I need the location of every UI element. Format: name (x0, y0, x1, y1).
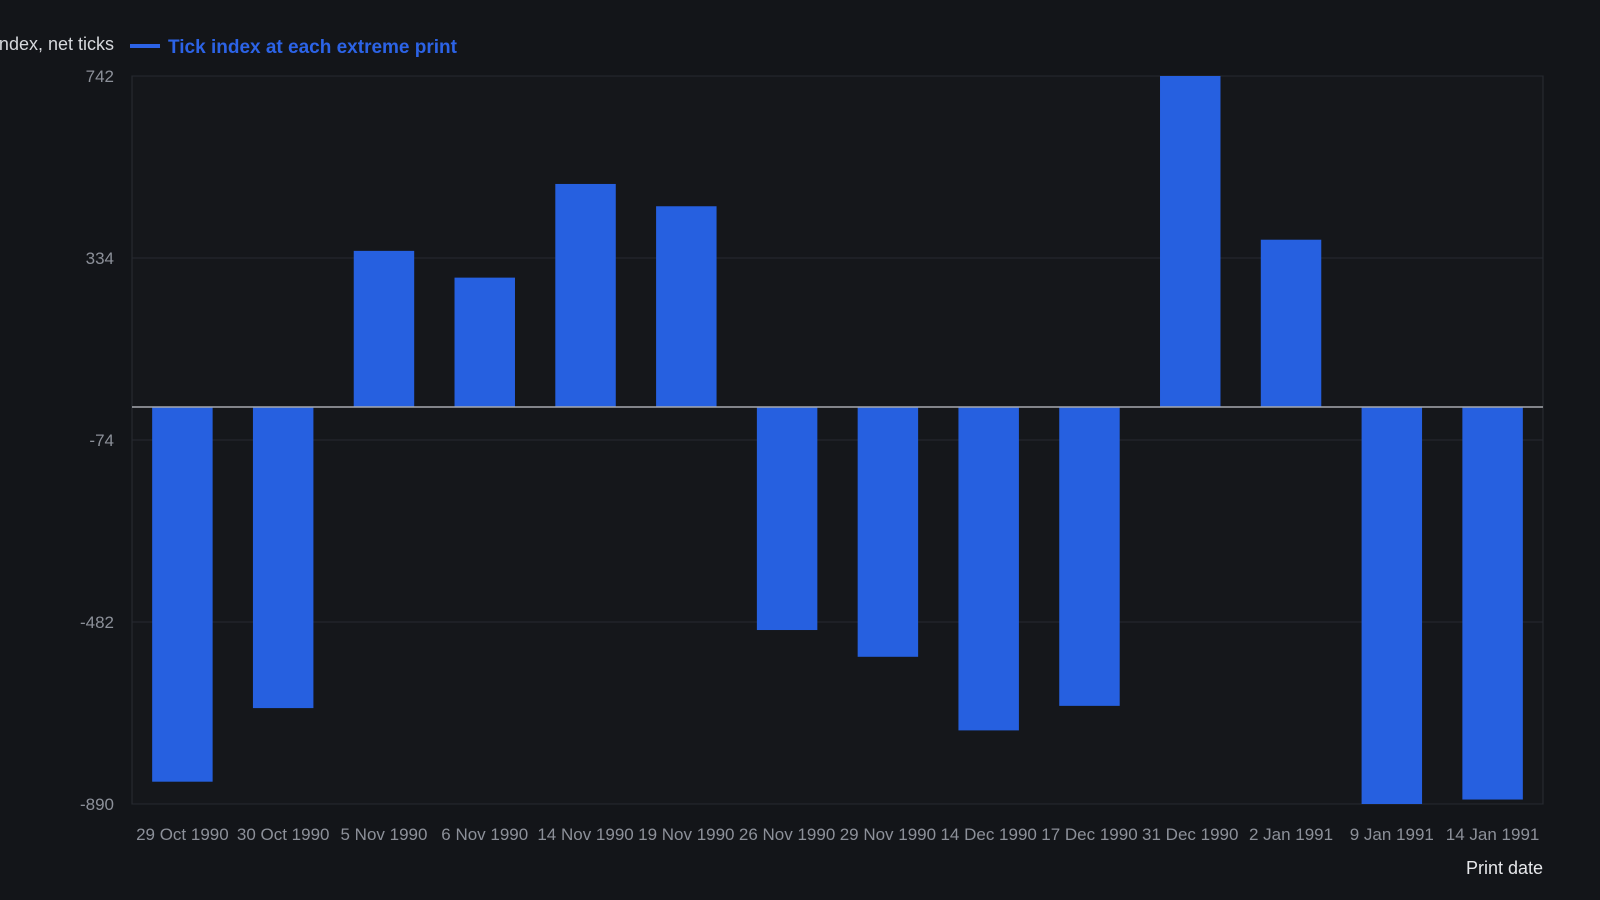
legend-label: Tick index at each extreme print (168, 37, 458, 58)
bar[interactable] (1160, 76, 1221, 407)
x-tick-label: 31 Dec 1990 (1142, 825, 1238, 844)
bar[interactable] (1059, 406, 1120, 706)
bar[interactable] (353, 250, 415, 407)
bar[interactable] (1462, 406, 1523, 800)
bar[interactable] (252, 406, 314, 709)
bar[interactable] (1260, 239, 1322, 407)
x-axis-ticks: 29 Oct 1990 30 Oct 1990 5 Nov 1990 6 Nov 19… (136, 825, 1539, 844)
x-tick-label: 9 Jan 1991 (1350, 825, 1434, 844)
x-tick-label: 2 Jan 1991 (1249, 825, 1333, 844)
x-tick-label: 14 Jan 1991 (1446, 825, 1540, 844)
x-tick-label: 14 Dec 1990 (940, 825, 1036, 844)
x-tick-label: 29 Oct 1990 (136, 825, 229, 844)
x-tick-label: 17 Dec 1990 (1041, 825, 1137, 844)
x-axis-title: Print date (1466, 858, 1543, 878)
x-tick-label: 14 Nov 1990 (537, 825, 633, 844)
y-axis-ticks: 742 334 -74 -482 -890 (80, 67, 114, 814)
x-tick-label: 19 Nov 1990 (638, 825, 734, 844)
bar[interactable] (1361, 406, 1423, 804)
x-tick-label: 29 Nov 1990 (840, 825, 936, 844)
legend[interactable]: Tick index at each extreme print (130, 37, 458, 58)
y-tick-label: -482 (80, 613, 114, 632)
bar[interactable] (656, 206, 717, 407)
bar[interactable] (152, 406, 213, 782)
bar[interactable] (555, 183, 616, 407)
bar[interactable] (857, 406, 919, 657)
y-tick-label: 742 (86, 67, 114, 86)
y-axis-title-group: Tick index, net ticks (0, 34, 114, 54)
x-tick-label: 6 Nov 1990 (441, 825, 528, 844)
y-tick-label: 334 (86, 249, 114, 268)
bar-series (152, 76, 1523, 804)
bar[interactable] (756, 406, 818, 631)
y-tick-label: -74 (89, 431, 114, 450)
bar[interactable] (454, 277, 515, 407)
x-tick-label: 26 Nov 1990 (739, 825, 835, 844)
legend-swatch (130, 44, 160, 48)
y-tick-label: -890 (80, 795, 114, 814)
bar[interactable] (958, 406, 1019, 731)
x-tick-label: 30 Oct 1990 (237, 825, 330, 844)
y-axis-title: Tick index, net ticks (0, 34, 114, 54)
x-tick-label: 5 Nov 1990 (340, 825, 427, 844)
